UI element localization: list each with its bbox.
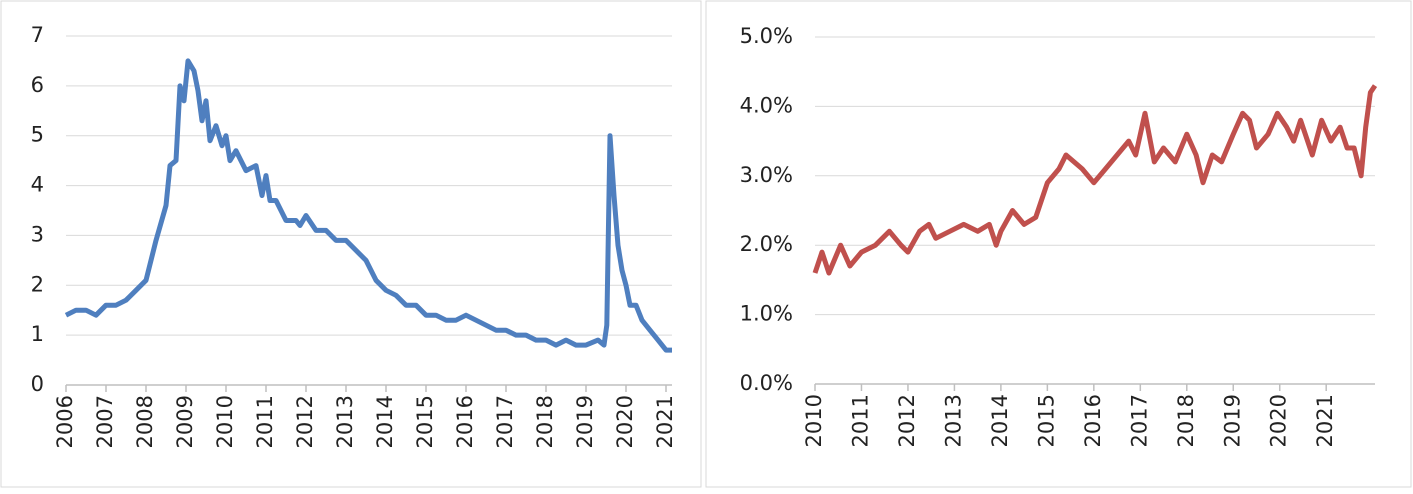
x-tick-label: 2018 xyxy=(533,395,557,448)
y-tick-label: 3 xyxy=(31,222,44,246)
x-tick-label: 2012 xyxy=(293,395,317,448)
x-tick-label: 2011 xyxy=(848,394,872,447)
panel-right xyxy=(705,0,1412,488)
x-tick-label: 2009 xyxy=(173,395,197,448)
y-tick-label: 4.0% xyxy=(740,93,793,117)
x-tick-label: 2013 xyxy=(941,394,965,447)
x-tick-label: 2008 xyxy=(133,395,157,448)
x-tick-label: 2010 xyxy=(213,395,237,448)
y-tick-label: 6 xyxy=(31,73,44,97)
x-tick-label: 2021 xyxy=(1313,394,1337,447)
data-line xyxy=(64,58,672,353)
y-tick-label: 3.0% xyxy=(740,163,793,187)
x-tick-label: 2017 xyxy=(1127,394,1151,447)
x-tick-label: 2012 xyxy=(895,394,919,447)
x-tick-label: 2010 xyxy=(802,394,826,447)
x-tick-label: 2014 xyxy=(988,394,1012,447)
x-tick-label: 2016 xyxy=(1081,394,1105,447)
y-tick-label: 1.0% xyxy=(740,302,793,326)
y-tick-label: 7 xyxy=(31,23,44,47)
x-tick-label: 2011 xyxy=(253,395,277,448)
x-tick-label: 2007 xyxy=(93,395,117,448)
x-tick-label: 2015 xyxy=(1034,394,1058,447)
x-tick-label: 2020 xyxy=(613,395,637,448)
x-tick-label: 2021 xyxy=(653,395,677,448)
x-tick-label: 2014 xyxy=(373,395,397,448)
y-tick-label: 2 xyxy=(31,272,44,296)
x-tick-label: 2020 xyxy=(1267,394,1291,447)
x-tick-label: 2017 xyxy=(493,395,517,448)
x-tick-label: 2015 xyxy=(413,395,437,448)
x-tick-label: 2019 xyxy=(1220,394,1244,447)
y-tick-label: 4 xyxy=(31,173,44,197)
y-tick-label: 0.0% xyxy=(740,371,793,395)
y-tick-label: 5.0% xyxy=(740,24,793,48)
x-tick-label: 2006 xyxy=(53,395,77,448)
x-tick-label: 2016 xyxy=(453,395,477,448)
data-line xyxy=(812,84,1378,276)
x-tick-label: 2018 xyxy=(1174,394,1198,447)
x-tick-label: 2013 xyxy=(333,395,357,448)
y-tick-label: 5 xyxy=(31,123,44,147)
y-tick-label: 2.0% xyxy=(740,232,793,256)
x-tick-label: 2019 xyxy=(573,395,597,448)
y-tick-label: 0 xyxy=(31,372,44,396)
y-tick-label: 1 xyxy=(31,322,44,346)
